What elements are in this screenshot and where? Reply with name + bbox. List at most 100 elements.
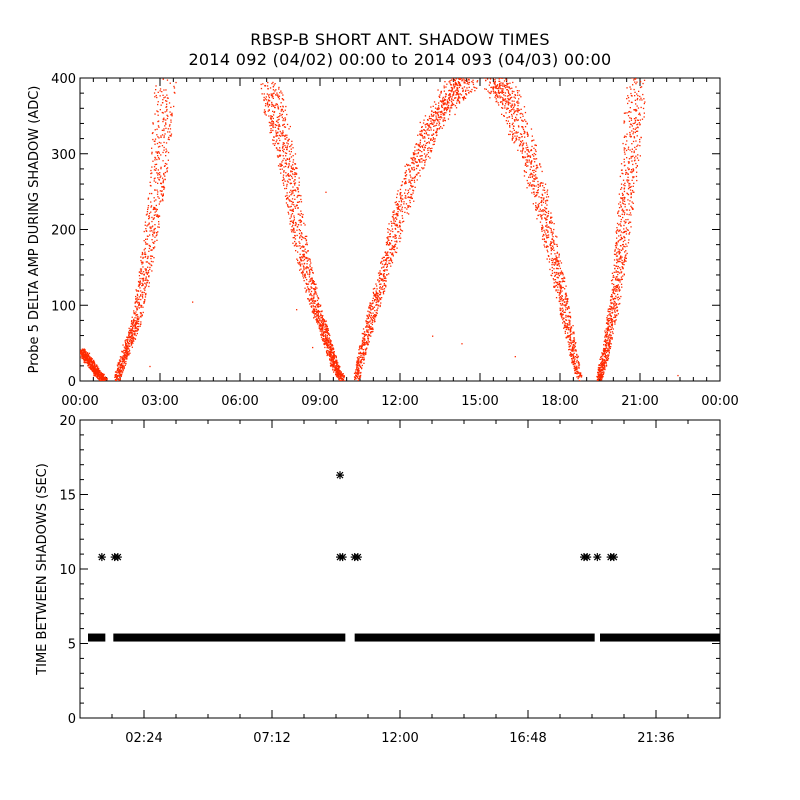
scatter-point <box>147 198 149 200</box>
scatter-point <box>163 128 165 130</box>
scatter-point <box>379 291 381 293</box>
scatter-point <box>371 316 374 318</box>
scatter-point <box>137 290 139 292</box>
scatter-branch <box>114 78 177 381</box>
scatter-point <box>126 349 128 351</box>
scatter-point <box>156 208 158 211</box>
scatter-point <box>282 182 285 184</box>
scatter-point <box>331 344 333 346</box>
scatter-point <box>359 360 361 363</box>
scatter-point <box>272 121 274 123</box>
scatter-point <box>497 96 499 99</box>
scatter-point <box>555 281 557 283</box>
scatter-point <box>335 369 338 371</box>
scatter-point <box>125 353 127 355</box>
scatter-point <box>546 193 548 195</box>
scatter-point <box>445 93 447 96</box>
scatter-point <box>363 344 365 346</box>
scatter-point <box>166 103 168 105</box>
scatter-point <box>302 236 304 239</box>
scatter-point <box>171 114 173 116</box>
scatter-point <box>425 133 427 135</box>
scatter-point <box>303 246 305 248</box>
scatter-point <box>539 221 542 223</box>
scatter-point <box>136 294 139 297</box>
scatter-point <box>513 96 515 98</box>
scatter-point <box>364 339 366 341</box>
scatter-point <box>138 320 140 322</box>
scatter-point <box>537 180 539 183</box>
scatter-point <box>119 369 121 371</box>
scatter-point <box>499 97 501 99</box>
scatter-point <box>539 183 541 185</box>
scatter-point <box>265 99 268 101</box>
scatter-point <box>405 189 407 191</box>
scatter-point <box>98 368 100 370</box>
scatter-point <box>134 324 136 327</box>
scatter-point <box>500 91 502 93</box>
scatter-point <box>497 95 499 98</box>
scatter-point <box>84 355 87 358</box>
scatter-point <box>142 261 144 263</box>
scatter-point <box>443 112 446 114</box>
scatter-point <box>360 361 362 364</box>
scatter-point <box>521 119 523 121</box>
scatter-point <box>535 144 537 147</box>
x-tick-label: 00:00 <box>61 394 98 409</box>
scatter-point <box>276 120 278 122</box>
scatter-point <box>556 257 558 259</box>
scatter-point <box>154 143 156 145</box>
scatter-point <box>503 80 506 82</box>
scatter-point <box>261 93 263 95</box>
scatter-point <box>127 336 129 338</box>
scatter-point <box>327 342 330 344</box>
scatter-point <box>151 216 153 219</box>
scatter-point <box>279 155 281 157</box>
scatter-point <box>517 111 519 113</box>
scatter-point <box>354 378 356 381</box>
scatter-point <box>296 167 298 169</box>
scatter-point <box>544 206 546 209</box>
scatter-point <box>509 97 512 99</box>
scatter-point <box>328 351 330 353</box>
scatter-point <box>419 161 421 163</box>
scatter-point <box>140 294 142 296</box>
scatter-point <box>85 353 87 356</box>
scatter-point <box>378 274 380 277</box>
scatter-point <box>272 129 274 132</box>
scatter-point <box>90 359 93 362</box>
scatter-point <box>525 147 527 149</box>
scatter-point <box>116 371 118 374</box>
scatter-point <box>436 119 439 122</box>
scatter-point <box>175 81 177 84</box>
scatter-point <box>169 134 171 137</box>
scatter-point <box>80 356 82 358</box>
scatter-point <box>359 345 361 347</box>
scatter-point <box>329 341 331 343</box>
scatter-point <box>272 126 274 129</box>
scatter-point <box>541 204 543 206</box>
scatter-point <box>283 178 285 180</box>
scatter-point <box>295 250 297 252</box>
scatter-point <box>527 182 529 184</box>
scatter-point <box>130 344 133 346</box>
scatter-point <box>506 86 508 88</box>
scatter-point <box>499 83 501 85</box>
scatter-point <box>467 81 469 84</box>
scatter-point <box>296 226 299 228</box>
scatter-point <box>333 358 335 360</box>
scatter-point <box>151 192 153 195</box>
scatter-point <box>394 244 396 246</box>
scatter-point <box>355 372 357 374</box>
scatter-point <box>144 251 146 253</box>
scatter-point <box>324 321 326 323</box>
scatter-point <box>272 124 274 126</box>
scatter-point <box>542 209 544 212</box>
scatter-point <box>413 153 416 156</box>
scatter-point <box>306 263 308 265</box>
scatter-point <box>507 91 510 93</box>
scatter-point <box>282 105 284 107</box>
scatter-point <box>156 214 159 216</box>
scatter-point <box>302 253 305 256</box>
scatter-point <box>403 220 405 222</box>
